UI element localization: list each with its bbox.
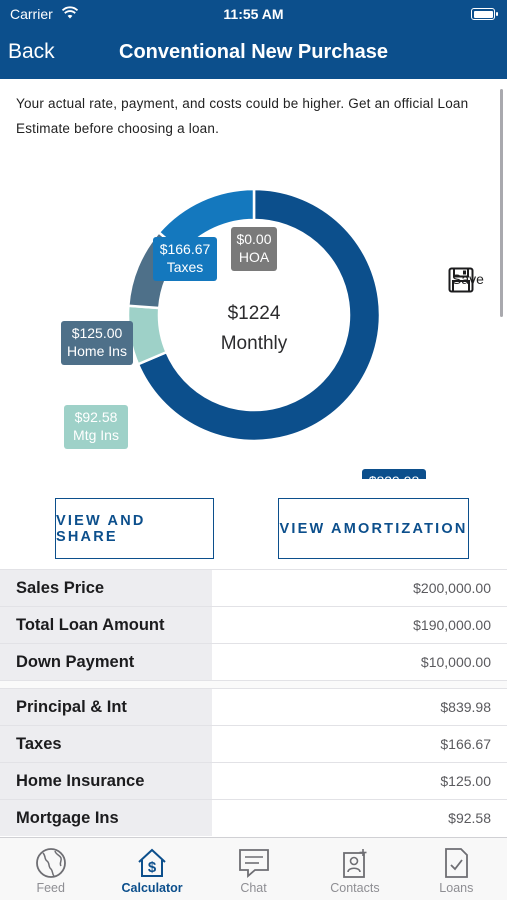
segment-name: Taxes bbox=[167, 259, 204, 275]
wifi-icon bbox=[61, 6, 79, 23]
row-value: $125.00 bbox=[440, 773, 491, 789]
row-value: $92.58 bbox=[448, 810, 491, 826]
row-label: Principal & Int bbox=[0, 689, 212, 725]
chat-bubble-icon bbox=[238, 849, 269, 878]
table-row: Principal & Int $839.98 bbox=[0, 688, 507, 725]
segment-label-box bbox=[231, 227, 277, 271]
monthly-label: Monthly bbox=[220, 333, 288, 354]
table-row: Sales Price $200,000.00 bbox=[0, 569, 507, 606]
row-value: $190,000.00 bbox=[413, 617, 491, 633]
disclaimer-text: Your actual rate, payment, and costs cou… bbox=[16, 96, 469, 136]
table-row: Taxes $166.67 bbox=[0, 725, 507, 762]
tab-contacts[interactable]: Contacts bbox=[304, 838, 405, 900]
tab-label: Calculator bbox=[121, 881, 183, 895]
segment-label-box bbox=[64, 405, 128, 449]
tab-label: Contacts bbox=[330, 881, 380, 895]
row-value: $10,000.00 bbox=[420, 654, 491, 670]
floppy-disk-icon bbox=[448, 267, 474, 293]
row-value: $200,000.00 bbox=[413, 580, 491, 596]
tab-chat[interactable]: Chat bbox=[203, 838, 304, 900]
svg-text:$: $ bbox=[148, 859, 157, 876]
table-row: Total Loan Amount $190,000.00 bbox=[0, 606, 507, 643]
table-row: Home Insurance $125.00 bbox=[0, 762, 507, 799]
segment-label-p-i: $839.98P&I bbox=[362, 469, 426, 479]
status-time: 11:55 AM bbox=[223, 6, 284, 22]
tab-label: Chat bbox=[240, 881, 267, 895]
segment-name: Home Ins bbox=[67, 343, 127, 359]
view-and-share-button[interactable]: VIEW AND SHARE bbox=[55, 498, 214, 559]
scroll-indicator[interactable] bbox=[500, 89, 503, 317]
tab-bar: Feed $ Calculator Chat Contacts bbox=[0, 837, 507, 900]
document-check-icon bbox=[445, 848, 469, 878]
segment-amount: $839.98 bbox=[369, 473, 420, 479]
globe-icon bbox=[35, 848, 66, 878]
contacts-icon bbox=[343, 849, 367, 878]
segment-label-box bbox=[61, 321, 133, 365]
segment-amount: $125.00 bbox=[72, 325, 123, 341]
segment-label-box bbox=[362, 469, 426, 479]
tab-label: Loans bbox=[439, 881, 474, 895]
segment-amount: $92.58 bbox=[75, 409, 118, 425]
donut-segment-p-i bbox=[136, 187, 382, 443]
view-amortization-button[interactable]: VIEW AMORTIZATION bbox=[278, 498, 469, 559]
segment-label-box bbox=[153, 237, 217, 281]
carrier-label: Carrier bbox=[10, 6, 53, 22]
loan-summary-table: Sales Price $200,000.00 Total Loan Amoun… bbox=[0, 569, 507, 680]
row-label: Mortgage Ins bbox=[0, 800, 212, 836]
house-dollar-icon: $ bbox=[138, 848, 166, 877]
monthly-total: $1224 bbox=[227, 303, 281, 324]
row-label: Down Payment bbox=[0, 644, 212, 680]
page-title: Conventional New Purchase bbox=[119, 41, 388, 63]
table-row: Mortgage Ins $92.58 bbox=[0, 799, 507, 836]
row-value: $839.98 bbox=[440, 699, 491, 715]
segment-amount: $0.00 bbox=[236, 231, 271, 247]
row-label: Total Loan Amount bbox=[0, 607, 212, 643]
tab-loans[interactable]: Loans bbox=[406, 838, 507, 900]
section-divider bbox=[0, 680, 507, 688]
tab-feed[interactable]: Feed bbox=[0, 838, 101, 900]
row-value: $166.67 bbox=[440, 736, 491, 752]
donut-segment-mtg-ins bbox=[126, 304, 169, 366]
segment-label-hoa: $0.00 HOA bbox=[231, 227, 277, 271]
payment-breakdown-table: Principal & Int $839.98 Taxes $166.67 Ho… bbox=[0, 688, 507, 836]
segment-label-home-ins: $125.00 Home Ins bbox=[61, 321, 133, 365]
row-label: Sales Price bbox=[0, 570, 212, 606]
segment-name: Mtg Ins bbox=[73, 427, 119, 443]
save-label: Save bbox=[452, 271, 484, 287]
table-row: Down Payment $10,000.00 bbox=[0, 643, 507, 680]
segment-label-mtg-ins: $92.58 Mtg Ins bbox=[64, 405, 128, 449]
segment-label-taxes: $166.67 Taxes bbox=[153, 237, 217, 281]
battery-icon bbox=[471, 8, 498, 20]
row-label: Taxes bbox=[0, 726, 212, 762]
row-label: Home Insurance bbox=[0, 763, 212, 799]
navigation-bar: Back Conventional New Purchase bbox=[0, 28, 507, 79]
segment-amount: $166.67 bbox=[160, 241, 211, 257]
save-button[interactable]: Save bbox=[448, 267, 488, 293]
tab-calculator[interactable]: $ Calculator bbox=[101, 838, 202, 900]
calculator-content[interactable]: Your actual rate, payment, and costs cou… bbox=[0, 79, 507, 837]
status-bar: Carrier 11:55 AM bbox=[0, 0, 507, 28]
tab-label: Feed bbox=[36, 881, 65, 895]
segment-name: HOA bbox=[239, 249, 270, 265]
back-button[interactable]: Back bbox=[8, 40, 55, 63]
